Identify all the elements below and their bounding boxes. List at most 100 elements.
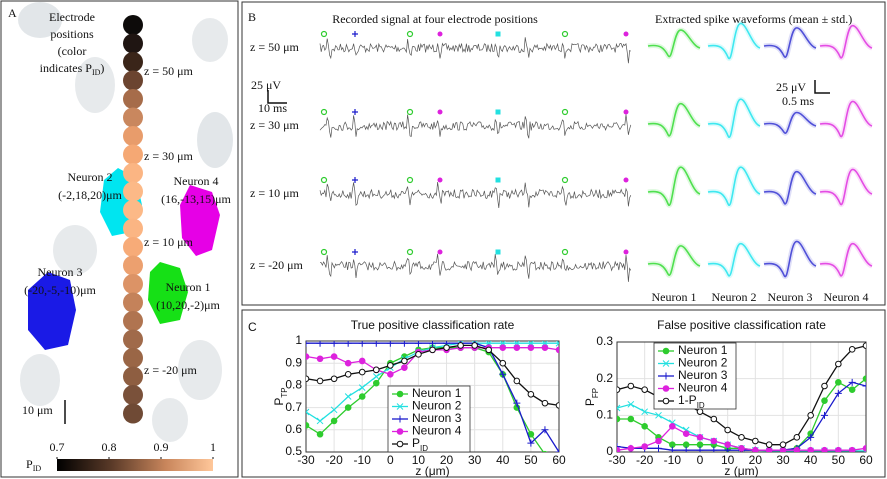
point bbox=[372, 379, 380, 387]
legend-label: Neuron 3 bbox=[678, 368, 728, 382]
electrode bbox=[123, 52, 143, 72]
point bbox=[627, 415, 635, 423]
x-tick-label: -30 bbox=[297, 453, 315, 467]
panel-a-title: (color bbox=[58, 44, 87, 58]
electrode bbox=[123, 33, 143, 54]
point bbox=[358, 393, 366, 400]
legend-marker bbox=[396, 403, 404, 410]
legend-label: 1-PID bbox=[678, 393, 705, 409]
plot-lines bbox=[617, 342, 866, 452]
electrode bbox=[123, 255, 143, 276]
point bbox=[513, 377, 521, 385]
point bbox=[862, 342, 866, 349]
point bbox=[765, 441, 773, 448]
spike-marker bbox=[320, 108, 328, 116]
point bbox=[499, 344, 507, 351]
scale-label: 25 μV bbox=[776, 80, 806, 94]
point bbox=[835, 360, 842, 368]
point bbox=[358, 368, 366, 376]
point bbox=[372, 341, 380, 347]
z-label: z = 50 μm bbox=[250, 40, 300, 54]
neuron-name: Neuron 4 bbox=[174, 174, 219, 188]
background-cell bbox=[192, 18, 228, 62]
legend-label-part: P bbox=[412, 436, 420, 450]
neuron-name: Neuron 2 bbox=[68, 170, 113, 184]
x-tick-label: 40 bbox=[496, 453, 510, 467]
point bbox=[710, 446, 718, 452]
legend-label: Neuron 4 bbox=[412, 424, 462, 438]
panel-a-title-part: ) bbox=[100, 61, 104, 75]
point bbox=[358, 357, 366, 365]
legend-label: Neuron 3 bbox=[412, 411, 462, 425]
neuron-3-cell bbox=[28, 272, 76, 350]
point bbox=[542, 450, 548, 452]
colorbar-tick-label: 0.9 bbox=[154, 440, 169, 454]
point bbox=[752, 446, 759, 452]
legend-marker bbox=[662, 347, 670, 355]
legend-label-part: Neuron 4 bbox=[412, 424, 462, 438]
spike-marker bbox=[495, 31, 501, 37]
x-tick-label: 0 bbox=[697, 453, 704, 467]
panel-a-title: indicates PID) bbox=[40, 61, 105, 78]
panel-a-title: Electrode bbox=[49, 10, 95, 24]
spike-marker bbox=[561, 248, 569, 256]
spike-marker bbox=[352, 31, 358, 37]
point bbox=[668, 446, 676, 452]
x-tick-label: 20 bbox=[440, 453, 454, 467]
x-tick-label: 60 bbox=[552, 453, 566, 467]
point bbox=[358, 384, 366, 391]
point bbox=[835, 446, 842, 452]
electrode bbox=[123, 200, 143, 220]
point bbox=[306, 408, 310, 416]
point bbox=[541, 344, 549, 351]
legend-marker bbox=[396, 440, 404, 448]
electrode bbox=[123, 366, 143, 387]
point bbox=[793, 446, 801, 452]
legend-marker bbox=[662, 397, 670, 405]
point bbox=[752, 437, 759, 445]
point bbox=[555, 402, 559, 409]
neuron-label: Neuron 2 bbox=[712, 290, 757, 304]
point bbox=[738, 445, 745, 452]
spike-marker bbox=[623, 109, 629, 115]
spike-marker bbox=[561, 30, 569, 38]
y-axis-label-sub: TP bbox=[280, 387, 289, 397]
y-axis-label-part: P bbox=[583, 398, 597, 406]
neuron-name: Neuron 1 bbox=[166, 280, 211, 294]
colorbar bbox=[57, 459, 213, 471]
y-tick-label: 0.2 bbox=[596, 371, 613, 385]
point bbox=[834, 389, 842, 397]
point bbox=[330, 353, 338, 360]
point bbox=[617, 446, 621, 452]
y-tick-label: 0.6 bbox=[285, 422, 302, 436]
point bbox=[627, 400, 635, 408]
waveform-mean bbox=[763, 111, 817, 134]
x-tick-label: 30 bbox=[468, 453, 482, 467]
legend-label-sub: ID bbox=[420, 444, 428, 453]
colorbar-label-sub: ID bbox=[33, 464, 42, 473]
chart: -30 -20 -10 0 10 20 30 40 50 60 0 0.1 0.2 0.3 False po… bbox=[583, 318, 873, 478]
panel-a-title-sub: ID bbox=[92, 68, 101, 77]
point bbox=[372, 373, 380, 380]
waveform-mean bbox=[707, 98, 761, 138]
spike-marker bbox=[320, 176, 328, 184]
point bbox=[541, 426, 549, 434]
electrode bbox=[123, 329, 143, 350]
chart-title: False positive classification rate bbox=[657, 318, 826, 332]
point bbox=[669, 441, 676, 448]
point bbox=[848, 446, 856, 452]
spike-marker bbox=[352, 177, 358, 183]
panel-b-title: Recorded signal at four electrode positi… bbox=[332, 12, 538, 26]
waveform-mean bbox=[819, 100, 873, 138]
x-tick-label: 60 bbox=[859, 453, 873, 467]
spike-marker bbox=[320, 248, 328, 256]
point bbox=[655, 444, 662, 452]
electrode bbox=[123, 89, 143, 109]
point bbox=[330, 417, 338, 425]
z-label: z = 30 μm bbox=[144, 149, 194, 163]
signal-trace bbox=[319, 114, 632, 139]
point bbox=[316, 377, 324, 385]
point bbox=[527, 344, 535, 351]
waveform-mean bbox=[819, 168, 873, 206]
